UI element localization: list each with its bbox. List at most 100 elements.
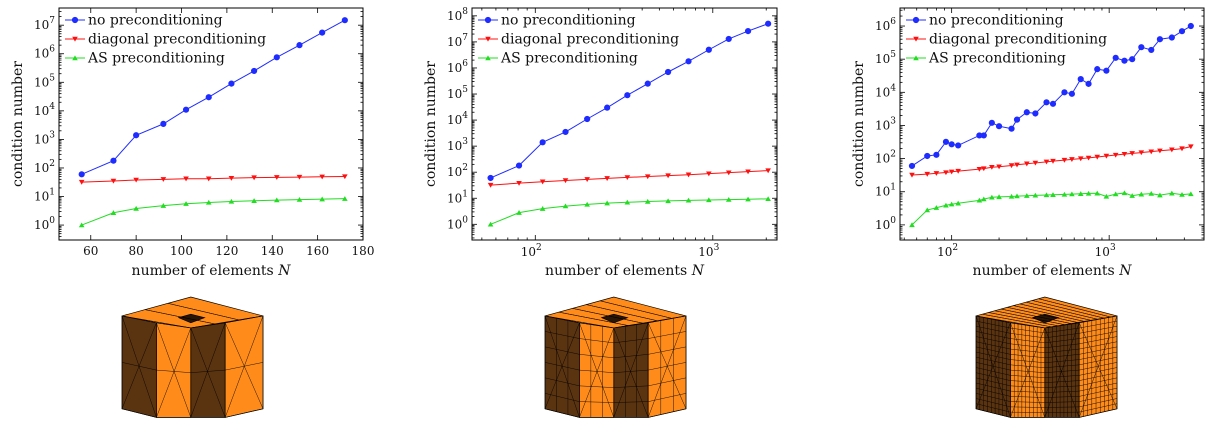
mesh-medium [544,296,687,418]
legend-entry: AS preconditioning [65,51,225,67]
x-tick-label: 160 [306,244,329,258]
series-line [81,198,345,226]
data-point [319,196,325,202]
data-point [487,182,494,188]
data-point [296,174,303,180]
data-point [996,194,1002,200]
data-point [160,120,167,127]
data-point [1129,151,1135,156]
data-point [110,157,117,164]
legend-label: no preconditioning [929,13,1064,29]
data-point [924,152,931,160]
data-point [1112,152,1119,158]
y-tick-label: 100 [34,216,55,232]
data-point [1024,193,1030,198]
data-point [1077,156,1084,162]
series-no_preconditioning [487,20,772,182]
data-point [1061,191,1068,197]
data-point [1085,80,1092,87]
data-point [1112,54,1119,61]
data-point [78,179,85,185]
legend-marker [485,55,491,61]
data-point [487,221,494,227]
data-point [981,166,987,172]
data-point [133,205,139,211]
data-point [1129,56,1136,63]
data-point [1178,28,1186,35]
x-tick-label: 60 [83,244,98,258]
data-point [1121,151,1128,157]
legend-marker [913,36,919,42]
data-point [133,132,140,139]
data-point [1024,161,1030,167]
data-point [685,197,692,203]
x-tick-label: 120 [215,244,238,258]
data-point [78,222,85,228]
series-diagonal_preconditioning [78,174,348,185]
data-point [251,175,257,181]
data-point [251,67,258,75]
data-point [1121,190,1128,196]
data-point [933,171,940,176]
data-point [1169,190,1175,196]
y-tick-label: 101 [875,183,896,199]
legend-label: AS preconditioning [928,51,1066,67]
data-point [725,196,732,202]
series-AS_preconditioning [487,196,771,227]
x-tick-label: 102 [937,243,958,259]
legend-label: diagonal preconditioning [929,32,1107,48]
data-point [1094,190,1101,196]
y-tick-label: 103 [34,130,55,146]
x-tick-label: 80 [128,244,143,258]
data-point [205,176,212,182]
data-point [296,196,303,202]
legend-marker [71,16,79,24]
legend-entry: diagonal preconditioning [478,32,679,48]
x-axis-label: number of elements N [545,263,705,279]
data-point [943,170,949,176]
x-axis-label: number of elements N [973,263,1133,279]
data-point [948,201,955,207]
y-tick-label: 106 [875,17,896,33]
y-tick-label: 104 [447,111,468,127]
data-point [996,164,1002,170]
series-line [81,176,345,183]
x-tick-label: 103 [1095,243,1116,259]
data-point [604,176,610,181]
y-tick-label: 100 [875,216,896,232]
data-point [516,180,522,186]
data-point [1138,150,1145,156]
data-point [948,169,955,175]
data-point [976,166,983,172]
data-point [1014,162,1020,168]
data-point [1148,46,1155,54]
x-tick-label: 100 [170,244,193,258]
chart-1: 100 101 102 103 104 105 106 107 60 80 100 120 140 160… [10,7,374,279]
data-point [725,35,732,43]
data-point [1094,66,1101,73]
data-point [1112,191,1119,197]
data-point [1129,193,1135,198]
y-tick-label: 107 [34,16,55,32]
data-point [342,196,348,201]
data-point [933,205,940,210]
data-point [1069,191,1075,197]
data-point [342,174,348,180]
data-point [1121,57,1128,64]
series-line [911,192,1191,226]
data-point [908,162,916,170]
legend-marker [485,36,491,42]
x-tick-label: 102 [521,243,542,259]
series-line [490,23,769,179]
data-point [765,196,771,202]
series-AS_preconditioning [909,190,1194,228]
mesh-edges [121,303,264,418]
data-point [1023,109,1030,116]
x-tick-label: 140 [261,244,284,258]
data-point [1179,192,1185,197]
mesh-edges [975,298,1118,418]
data-point [562,203,569,209]
data-point [943,202,949,208]
y-tick-label: 105 [447,85,468,101]
data-point [1157,148,1163,154]
